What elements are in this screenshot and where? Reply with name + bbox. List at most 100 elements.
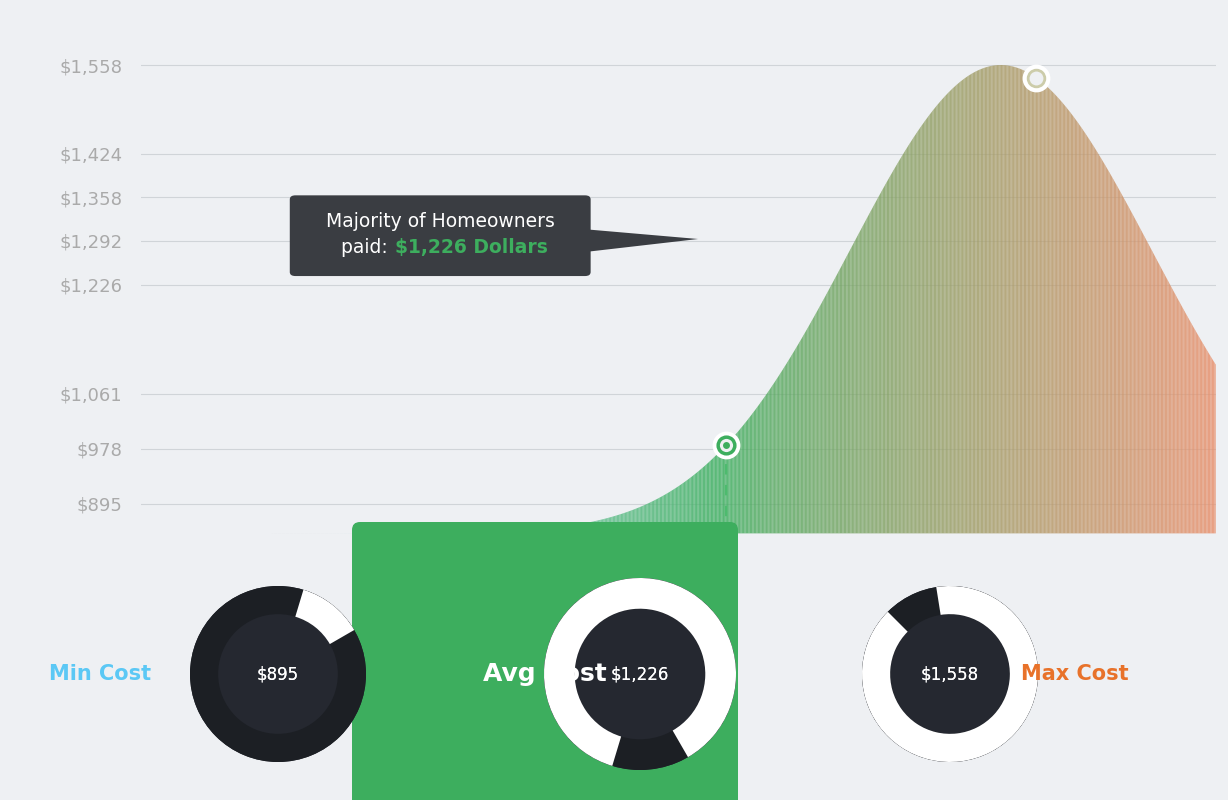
Polygon shape (1214, 362, 1216, 534)
Polygon shape (748, 417, 749, 534)
Polygon shape (690, 477, 691, 534)
Polygon shape (623, 514, 624, 534)
Polygon shape (1009, 66, 1011, 534)
Polygon shape (523, 530, 524, 534)
Polygon shape (868, 214, 869, 534)
Polygon shape (771, 386, 772, 534)
Polygon shape (919, 128, 920, 534)
Polygon shape (612, 517, 613, 534)
Polygon shape (1093, 146, 1095, 534)
Polygon shape (702, 466, 704, 534)
Polygon shape (782, 369, 783, 534)
Polygon shape (958, 82, 959, 534)
Polygon shape (661, 496, 662, 534)
Polygon shape (861, 226, 862, 534)
Polygon shape (1199, 335, 1200, 534)
Polygon shape (939, 102, 941, 534)
Polygon shape (1136, 222, 1138, 534)
Polygon shape (1099, 154, 1100, 534)
Polygon shape (1055, 94, 1056, 534)
Polygon shape (1203, 345, 1205, 534)
Polygon shape (931, 111, 932, 534)
Polygon shape (910, 142, 911, 534)
Polygon shape (545, 529, 546, 534)
Polygon shape (499, 531, 500, 534)
Polygon shape (685, 481, 686, 534)
Polygon shape (976, 70, 977, 534)
Polygon shape (489, 532, 490, 534)
Polygon shape (1135, 219, 1136, 534)
Polygon shape (476, 532, 479, 534)
Polygon shape (1067, 108, 1068, 534)
Polygon shape (980, 69, 981, 534)
Wedge shape (544, 578, 736, 766)
Polygon shape (946, 94, 947, 534)
Polygon shape (796, 347, 797, 534)
Polygon shape (598, 520, 599, 534)
Polygon shape (1116, 185, 1117, 534)
Polygon shape (618, 514, 619, 534)
Polygon shape (554, 527, 555, 534)
Wedge shape (544, 578, 736, 770)
Polygon shape (495, 532, 496, 534)
Polygon shape (720, 450, 722, 534)
Polygon shape (657, 498, 658, 534)
Polygon shape (704, 466, 705, 534)
Polygon shape (1038, 78, 1039, 534)
Polygon shape (830, 285, 831, 534)
Polygon shape (718, 451, 720, 534)
Polygon shape (928, 114, 930, 534)
Polygon shape (616, 515, 618, 534)
Polygon shape (518, 530, 519, 534)
Polygon shape (878, 194, 880, 534)
Polygon shape (915, 134, 916, 534)
Polygon shape (587, 522, 588, 534)
Polygon shape (716, 454, 717, 534)
Polygon shape (754, 410, 755, 534)
Polygon shape (1090, 142, 1092, 534)
Polygon shape (1127, 204, 1129, 534)
Polygon shape (760, 401, 761, 534)
Polygon shape (505, 531, 507, 534)
Polygon shape (729, 440, 731, 534)
Polygon shape (613, 516, 614, 534)
Polygon shape (1148, 244, 1149, 534)
Polygon shape (926, 118, 927, 534)
Polygon shape (1202, 342, 1203, 534)
Polygon shape (850, 246, 852, 534)
Polygon shape (1117, 187, 1119, 534)
Polygon shape (1070, 111, 1071, 534)
Polygon shape (780, 373, 781, 534)
Polygon shape (949, 90, 952, 534)
Polygon shape (1200, 338, 1201, 534)
Polygon shape (912, 138, 914, 534)
Polygon shape (670, 490, 672, 534)
Polygon shape (1097, 150, 1098, 534)
Polygon shape (631, 510, 632, 534)
Polygon shape (869, 211, 871, 534)
Polygon shape (932, 110, 933, 534)
Polygon shape (701, 468, 702, 534)
Polygon shape (1002, 65, 1003, 534)
Polygon shape (705, 464, 706, 534)
Polygon shape (467, 533, 468, 534)
Polygon shape (959, 82, 960, 534)
Polygon shape (1013, 66, 1014, 534)
Polygon shape (558, 527, 559, 534)
Polygon shape (818, 307, 819, 534)
Polygon shape (982, 68, 984, 534)
Polygon shape (643, 505, 645, 534)
Polygon shape (540, 529, 542, 534)
Polygon shape (1084, 131, 1086, 534)
Polygon shape (873, 204, 874, 534)
Polygon shape (530, 530, 532, 534)
Polygon shape (846, 254, 847, 534)
Wedge shape (862, 586, 1038, 762)
Polygon shape (516, 530, 517, 534)
Polygon shape (734, 434, 737, 534)
Polygon shape (997, 65, 998, 534)
Polygon shape (1113, 178, 1114, 534)
Polygon shape (1047, 87, 1049, 534)
Polygon shape (1142, 231, 1143, 534)
Polygon shape (882, 190, 883, 534)
